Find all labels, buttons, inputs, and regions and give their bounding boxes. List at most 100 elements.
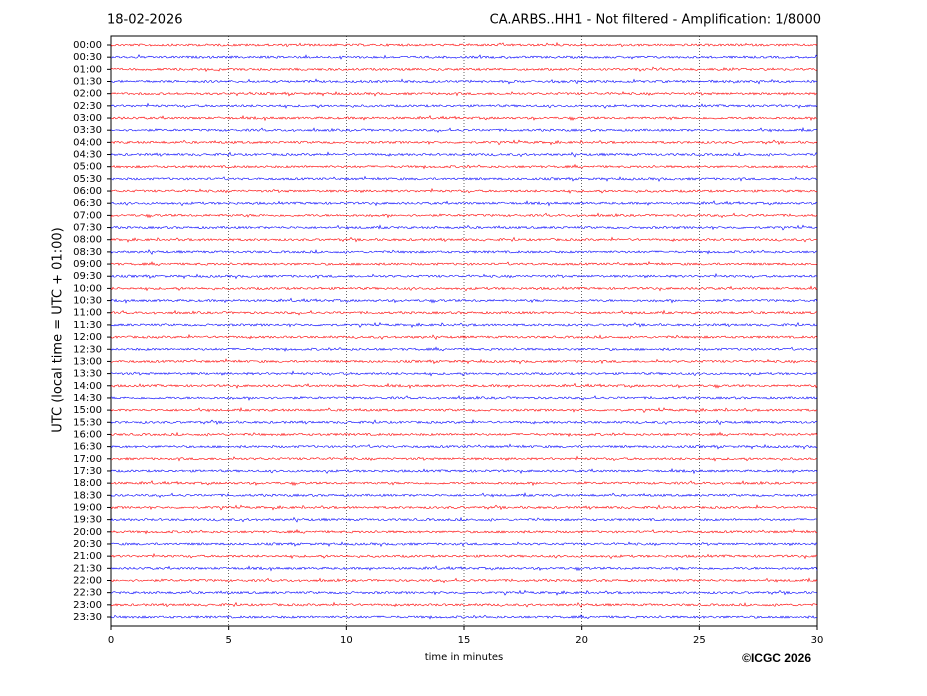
y-tick-label: 05:00	[73, 162, 102, 173]
trace	[110, 419, 818, 426]
trace	[110, 431, 818, 438]
trace	[110, 200, 818, 207]
y-tick-label: 13:00	[73, 356, 102, 367]
trace	[110, 175, 818, 182]
y-tick-label: 19:00	[73, 502, 102, 513]
y-tick-label: 18:30	[73, 490, 102, 501]
x-tick-label: 30	[811, 635, 824, 646]
y-tick-label: 06:30	[73, 198, 102, 209]
y-tick-label: 01:30	[73, 77, 102, 88]
trace	[110, 601, 818, 608]
trace	[110, 346, 818, 352]
date: 18-02-2026	[107, 13, 183, 28]
trace	[110, 480, 818, 487]
trace	[110, 260, 818, 267]
y-tick-label: 22:30	[73, 588, 102, 599]
copyright: ©ICGC 2026	[742, 651, 811, 665]
y-tick-label: 00:00	[73, 40, 102, 51]
y-tick-label: 21:00	[73, 551, 102, 562]
y-tick-label: 17:30	[73, 466, 102, 477]
trace	[110, 321, 818, 328]
trace	[110, 467, 818, 475]
trace	[110, 139, 818, 146]
y-tick-label: 14:00	[73, 381, 102, 392]
trace	[110, 41, 818, 48]
trace	[110, 455, 818, 462]
trace	[110, 395, 818, 401]
trace	[110, 297, 818, 304]
y-tick-label: 11:00	[73, 308, 102, 319]
y-tick-label: 08:30	[73, 247, 102, 258]
trace	[110, 78, 818, 85]
trace	[110, 102, 818, 109]
y-tick-label: 02:00	[73, 89, 102, 100]
x-tick-label: 5	[225, 635, 231, 646]
y-tick-label: 04:30	[73, 150, 102, 161]
x-tick-label: 25	[693, 635, 706, 646]
y-tick-label: 21:30	[73, 563, 102, 574]
y-tick-label: 00:30	[73, 52, 102, 63]
y-tick-label: 12:00	[73, 332, 102, 343]
y-tick-label: 03:30	[73, 125, 102, 136]
y-axis-label: UTC (local time = UTC + 01:00)	[51, 227, 66, 432]
trace	[110, 577, 818, 584]
y-tick-label: 11:30	[73, 320, 102, 331]
trace	[110, 66, 818, 72]
trace	[110, 236, 818, 243]
y-tick-label: 13:30	[73, 369, 102, 380]
trace	[110, 565, 818, 572]
trace	[110, 333, 818, 341]
trace	[110, 382, 818, 390]
y-tick-label: 10:00	[73, 283, 102, 294]
y-tick-label: 23:00	[73, 600, 102, 611]
x-tick-label: 0	[108, 635, 114, 646]
trace	[110, 249, 818, 255]
y-tick-label: 05:30	[73, 174, 102, 185]
y-tick-label: 06:00	[73, 186, 102, 197]
x-tick-label: 10	[340, 635, 353, 646]
y-tick-label: 20:00	[73, 527, 102, 538]
y-tick-label: 23:30	[73, 612, 102, 623]
x-axis-label: time in minutes	[425, 652, 504, 663]
trace	[110, 443, 818, 450]
trace	[110, 614, 818, 620]
y-tick-label: 22:00	[73, 575, 102, 586]
y-tick-label: 19:30	[73, 515, 102, 526]
trace	[110, 504, 818, 511]
x-tick-label: 15	[458, 635, 471, 646]
y-tick-label: 07:30	[73, 223, 102, 234]
y-tick-label: 08:00	[73, 235, 102, 246]
trace	[110, 151, 818, 158]
y-tick-label: 10:30	[73, 296, 102, 307]
y-tick-label: 15:30	[73, 417, 102, 428]
y-tick-label: 04:00	[73, 137, 102, 148]
trace	[110, 528, 818, 535]
y-tick-label: 16:30	[73, 442, 102, 453]
trace	[110, 285, 818, 292]
trace	[110, 589, 818, 596]
trace	[110, 224, 818, 231]
y-tick-label: 01:00	[73, 64, 102, 75]
trace	[110, 406, 818, 414]
y-tick-label: 02:30	[73, 101, 102, 112]
y-tick-label: 14:30	[73, 393, 102, 404]
trace	[110, 273, 818, 280]
y-tick-label: 18:00	[73, 478, 102, 489]
x-tick-label: 20	[575, 635, 588, 646]
trace	[110, 115, 818, 122]
y-tick-label: 09:00	[73, 259, 102, 270]
trace	[110, 91, 818, 97]
y-tick-label: 09:30	[73, 271, 102, 282]
trace	[110, 552, 818, 560]
trace	[110, 541, 818, 547]
trace	[110, 370, 818, 377]
trace	[110, 127, 818, 133]
chart-title: CA.ARBS..HH1 - Not filtered - Amplificat…	[490, 13, 821, 28]
trace	[110, 309, 818, 316]
trace	[110, 492, 818, 499]
y-tick-label: 07:00	[73, 210, 102, 221]
y-tick-label: 12:30	[73, 344, 102, 355]
trace	[110, 516, 818, 523]
y-tick-label: 20:30	[73, 539, 102, 550]
